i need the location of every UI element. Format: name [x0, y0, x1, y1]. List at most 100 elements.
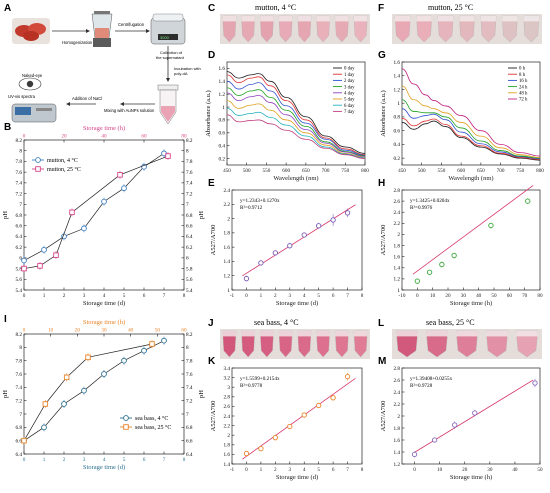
y2-tick-label: 7 — [186, 412, 189, 418]
legend-label: 0 h — [519, 67, 526, 72]
y-tick-label: 1.6 — [394, 438, 401, 444]
legend-marker — [35, 166, 41, 172]
x-tick-label: 5 — [317, 293, 320, 299]
legend-label: mutton, 4 °C — [47, 157, 78, 164]
x-axis-title: Storage time (d) — [83, 300, 125, 307]
data-point — [117, 172, 123, 178]
data-point — [165, 153, 171, 159]
y-tick-label: 2.8 — [394, 366, 401, 372]
x-tick-label: 8 — [183, 457, 186, 463]
x-tick-label: 50 — [537, 467, 543, 473]
x2-tick-label: 20 — [61, 134, 67, 140]
y-tick-label: 1.2 — [394, 277, 401, 283]
tube-top — [502, 16, 518, 22]
x2-tick-label: 40 — [128, 328, 134, 334]
data-point — [330, 395, 336, 401]
label-mixing: Mixing with AuNPs solution — [104, 108, 155, 113]
data-point — [431, 437, 438, 443]
y-tick-label: 7.6 — [16, 372, 23, 378]
y-tick-label: 7.4 — [16, 181, 23, 187]
x-tick-label: 500 — [418, 168, 426, 174]
spectrum-line — [401, 68, 541, 157]
y-tick-label: 6.8 — [16, 425, 23, 431]
legend-label: mutton, 25 °C — [47, 166, 81, 173]
data-point — [272, 250, 278, 256]
x-tick-label: 0 — [23, 293, 26, 299]
y-tick-label: 1.8 — [394, 426, 401, 432]
data-point — [301, 412, 307, 418]
x-tick-label: 7 — [346, 467, 349, 473]
y-tick-label: 8 — [19, 149, 22, 155]
y-axis-title: A527/A700 — [380, 401, 387, 432]
strip-l — [392, 329, 542, 359]
y2-tick-label: 7.2 — [186, 191, 193, 197]
x-axis-title: Storage time (d) — [83, 464, 125, 471]
y-tick-label: 0.4 — [394, 142, 401, 148]
x2-tick-label: 60 — [181, 328, 187, 334]
y-tick-label: 5.6 — [16, 277, 23, 283]
label-naked-eye: Naked-eye — [22, 73, 43, 78]
x-tick-label: 3 — [288, 467, 291, 473]
fit-equation: y=1.2343+0.1270x — [240, 198, 280, 204]
y-tick-label: 7 — [19, 412, 22, 418]
x-tick-label: 550 — [438, 168, 446, 174]
x2-tick-label: 20 — [75, 328, 81, 334]
data-point — [53, 252, 59, 258]
panel-letter-i: I — [4, 314, 7, 325]
panel-letter-m: M — [378, 356, 386, 367]
spectrum-line — [226, 92, 366, 158]
y-tick-label: 2.2 — [394, 402, 401, 408]
y-tick-label: 1.4 — [394, 74, 401, 80]
panel-k: K -1 0 1 2 3 4 5 6 7 8 1.4 1.6 1.8 2 2.2 2.4 2.6 2.8 3 3.2 3.… — [208, 356, 364, 481]
label-centrifugation: Centrifugation — [118, 22, 145, 27]
y-tick-label: 1.4 — [224, 462, 231, 468]
x-tick-label: 2 — [63, 293, 66, 299]
x-tick-label: 5 — [317, 467, 320, 473]
x-tick-label: 450 — [398, 168, 406, 174]
x-tick-label: 80 — [537, 293, 543, 299]
x-tick-label: 800 — [361, 168, 369, 174]
y-axis-title: A527/A700 — [380, 225, 387, 256]
tube-top — [335, 331, 349, 337]
x-tick-label: 1 — [43, 293, 46, 299]
data-point — [42, 401, 49, 407]
label-supernatant-1: Collection of — [160, 50, 183, 55]
tube-top — [416, 16, 432, 22]
tube-top — [222, 16, 237, 22]
y-tick-label: 3 — [227, 385, 230, 391]
data-point — [37, 263, 43, 269]
x-tick-label: 1 — [260, 467, 263, 473]
y-axis-title: A527/A700 — [210, 225, 217, 256]
data-point — [161, 337, 167, 344]
y-tick-label: 7.8 — [16, 159, 23, 165]
label-nacl: Addition of NaCl — [72, 96, 102, 101]
y2-tick-label: 6.2 — [186, 245, 193, 251]
x-tick-label: 20 — [445, 293, 451, 299]
panel-title-c: mutton, 4 °C — [255, 3, 296, 12]
x-tick-label: 450 — [223, 168, 231, 174]
x-tick-label: 0 — [416, 293, 419, 299]
data-point — [21, 257, 27, 264]
spectrum-line — [226, 100, 366, 158]
x-tick-label: 6 — [143, 457, 146, 463]
panel-letter-g: G — [378, 50, 386, 61]
y-tick-label: 2.4 — [224, 188, 231, 194]
y2-tick-label: 6.6 — [186, 438, 193, 444]
y-tick-label: 1.4 — [394, 450, 401, 456]
panel-letter-b: B — [4, 122, 11, 133]
data-point — [101, 371, 107, 377]
y-tick-label: 7.6 — [16, 170, 23, 176]
legend-label: sea bass, 4 °C — [135, 415, 168, 422]
data-point — [121, 357, 127, 364]
tube-top — [396, 331, 418, 337]
y-tick-label: 6 — [19, 256, 22, 262]
y2-axis-title: pH — [198, 390, 205, 398]
data-point — [488, 222, 494, 229]
x-tick-label: 70 — [522, 293, 528, 299]
y-tick-label: 1.6 — [394, 60, 401, 66]
y2-tick-label: 6 — [186, 256, 189, 262]
y-tick-label: 2.6 — [224, 404, 231, 410]
centrifuge-icon: 3000 — [150, 13, 186, 45]
y2-tick-label: 7.2 — [186, 398, 193, 404]
